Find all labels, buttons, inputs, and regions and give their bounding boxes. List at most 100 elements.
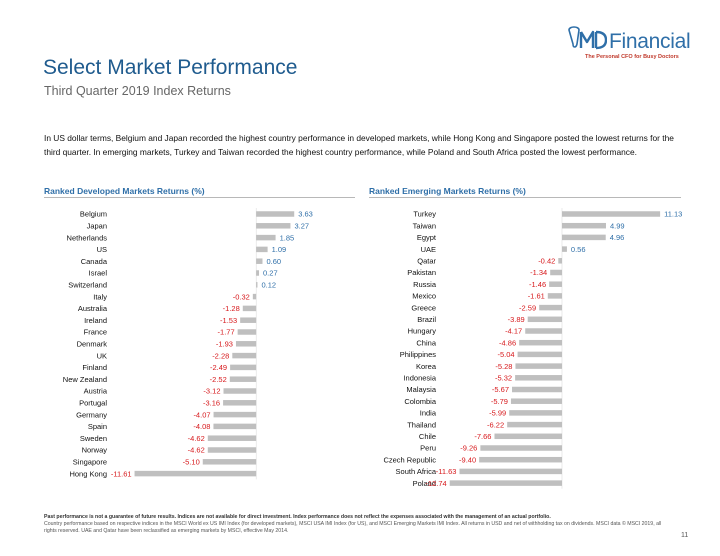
emerging-category-label: Czech Republic xyxy=(383,455,436,464)
emerging-bar xyxy=(510,398,562,404)
developed-category-label: Denmark xyxy=(77,340,108,349)
logo-tagline: The Personal CFO for Busy Doctors xyxy=(585,54,679,60)
emerging-category-label: Egypt xyxy=(417,233,437,242)
emerging-chart-rule xyxy=(369,197,681,198)
developed-category-label: Ireland xyxy=(84,316,107,325)
emerging-category-label: Peru xyxy=(420,444,436,453)
developed-bar xyxy=(256,211,295,217)
developed-category-label: Germany xyxy=(76,410,107,419)
emerging-bar xyxy=(507,421,562,428)
developed-category-label: Netherlands xyxy=(67,233,108,242)
developed-value-label: -4.62 xyxy=(188,446,205,455)
developed-value-label: 1.09 xyxy=(272,245,287,254)
emerging-category-label: UAE xyxy=(421,245,436,254)
page-number: 11 xyxy=(681,532,689,539)
emerging-value-label: 4.99 xyxy=(610,221,625,230)
emerging-value-label: -5.79 xyxy=(491,397,508,406)
developed-category-label: Belgium xyxy=(80,210,107,219)
developed-value-label: 0.27 xyxy=(263,269,278,278)
developed-value-label: -1.53 xyxy=(220,316,237,325)
developed-category-label: US xyxy=(97,245,107,254)
emerging-category-label: Turkey xyxy=(413,210,436,219)
company-logo: Financial The Personal CFO for Busy Doct… xyxy=(565,24,695,66)
emerging-category-label: Korea xyxy=(416,362,437,371)
emerging-bar xyxy=(527,316,562,323)
developed-category-label: Singapore xyxy=(73,458,107,467)
developed-bar xyxy=(256,234,276,241)
emerging-category-label: Greece xyxy=(411,303,436,312)
emerging-bar xyxy=(539,304,562,311)
emerging-bar xyxy=(550,269,562,276)
developed-bar xyxy=(223,388,257,394)
developed-category-label: Portugal xyxy=(79,399,107,408)
emerging-category-label: Malaysia xyxy=(406,385,436,394)
emerging-category-label: Thailand xyxy=(407,420,436,429)
developed-value-label: 0.60 xyxy=(266,257,281,266)
developed-chart-title: Ranked Developed Markets Returns (%) xyxy=(44,186,205,196)
emerging-bar xyxy=(479,456,562,463)
emerging-bar xyxy=(509,410,562,416)
developed-value-label: 1.85 xyxy=(280,233,295,242)
emerging-category-label: South Africa xyxy=(396,467,437,476)
developed-value-label: -3.16 xyxy=(203,399,220,408)
emerging-bar xyxy=(515,363,562,369)
emerging-category-label: India xyxy=(420,409,437,418)
emerging-value-label: -5.32 xyxy=(495,374,512,383)
emerging-value-label: -11.63 xyxy=(436,467,457,476)
intro-paragraph: In US dollar terms, Belgium and Japan re… xyxy=(44,133,674,158)
emerging-bar xyxy=(525,328,562,334)
emerging-chart-title: Ranked Emerging Markets Returns (%) xyxy=(369,186,526,196)
developed-bar xyxy=(232,352,257,359)
emerging-category-label: Chile xyxy=(419,432,436,441)
developed-value-label: -4.62 xyxy=(188,434,205,443)
emerging-value-label: -5.04 xyxy=(497,350,514,359)
developed-value-label: -2.49 xyxy=(210,363,227,372)
developed-bar xyxy=(223,400,257,406)
emerging-value-label: -4.86 xyxy=(499,338,516,347)
emerging-category-label: Taiwan xyxy=(413,221,436,230)
emerging-bar xyxy=(459,468,562,475)
emerging-value-label: -6.22 xyxy=(487,420,504,429)
developed-category-label: Australia xyxy=(78,304,108,313)
emerging-bar xyxy=(519,339,562,346)
developed-category-label: Spain xyxy=(88,422,107,431)
emerging-bar xyxy=(517,351,562,358)
developed-category-label: Japan xyxy=(87,222,107,231)
emerging-bar xyxy=(494,433,562,440)
developed-bar xyxy=(252,293,257,300)
emerging-bar xyxy=(562,222,606,229)
developed-value-label: -1.93 xyxy=(216,340,233,349)
developed-category-label: UK xyxy=(97,351,107,360)
emerging-category-label: Russia xyxy=(413,280,437,289)
developed-value-label: -2.28 xyxy=(212,351,229,360)
developed-value-label: -4.07 xyxy=(193,410,210,419)
developed-bar xyxy=(229,376,257,382)
developed-value-label: -2.52 xyxy=(210,375,227,384)
page-subtitle: Third Quarter 2019 Index Returns xyxy=(44,84,231,98)
logo-wordmark: Financial xyxy=(609,30,691,53)
emerging-value-label: -9.26 xyxy=(460,444,477,453)
footer-methodology: Country performance based on respective … xyxy=(44,521,662,535)
developed-bar xyxy=(237,329,257,335)
developed-category-label: Norway xyxy=(82,446,108,455)
developed-category-label: France xyxy=(84,328,107,337)
developed-bar xyxy=(240,317,257,323)
emerging-bar xyxy=(562,234,606,241)
developed-category-label: New Zealand xyxy=(63,375,107,384)
developed-value-label: -11.61 xyxy=(111,469,132,478)
emerging-value-label: -0.42 xyxy=(538,257,555,266)
emerging-category-label: Qatar xyxy=(417,257,436,266)
developed-bar xyxy=(207,435,257,441)
emerging-category-label: Poland xyxy=(413,479,436,488)
footer-disclaimer: Past performance is not a guarantee of f… xyxy=(44,514,551,520)
footer-notes: Past performance is not a guarantee of f… xyxy=(44,514,674,536)
developed-bar xyxy=(256,223,291,229)
developed-bar xyxy=(230,364,257,371)
emerging-markets-chart: Turkey 11.13 Taiwan 4.99 Egypt 4.96 UAE 0.56 Qat… xyxy=(383,208,682,489)
emerging-bar xyxy=(547,293,562,299)
emerging-value-label: -3.89 xyxy=(508,315,525,324)
developed-bar xyxy=(256,282,258,288)
emerging-value-label: -1.46 xyxy=(529,280,546,289)
developed-category-label: Austria xyxy=(84,387,108,396)
developed-bar xyxy=(207,447,257,453)
